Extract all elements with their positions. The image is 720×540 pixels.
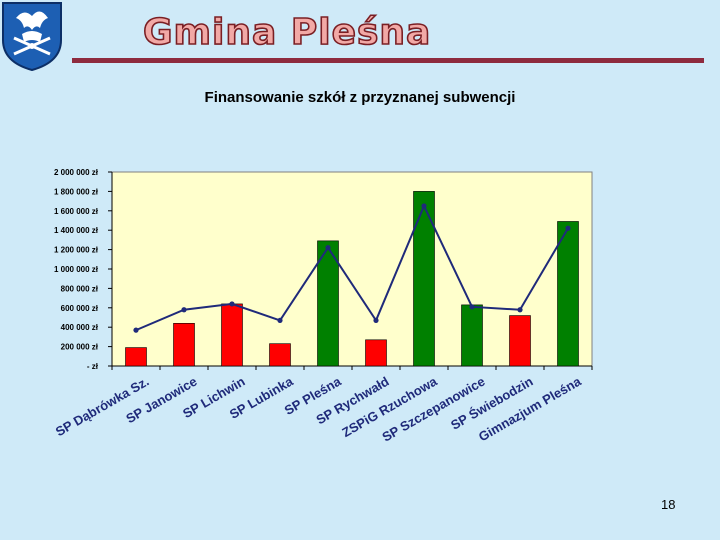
line-point <box>277 317 283 324</box>
bar <box>173 323 195 367</box>
y-tick-label: 200 000 zł <box>61 343 99 352</box>
series-line <box>135 203 569 332</box>
coat-of-arms-icon <box>2 2 62 72</box>
line-point <box>373 317 379 324</box>
line-point <box>517 307 523 313</box>
bar <box>461 304 483 367</box>
y-tick-label: 1 200 000 zł <box>54 246 99 255</box>
line-point <box>325 245 331 251</box>
y-tick-label: 1 800 000 zł <box>54 187 99 196</box>
y-tick-label: 400 000 zł <box>61 323 99 332</box>
y-tick-label: 1 400 000 zł <box>54 226 99 235</box>
y-tick-label: 1 600 000 zł <box>54 207 99 216</box>
y-tick-label: - zł <box>87 362 99 371</box>
bar <box>125 347 147 367</box>
bar <box>557 221 579 367</box>
bar <box>365 339 387 367</box>
bar <box>413 191 435 367</box>
y-tick-label: 2 000 000 zł <box>54 168 99 177</box>
y-tick-label: 1 000 000 zł <box>54 265 99 274</box>
line-point <box>229 301 235 307</box>
bar <box>221 303 243 367</box>
brand-title: Gmina Pleśna <box>142 11 432 54</box>
line-point <box>421 203 427 209</box>
header-divider <box>72 58 704 63</box>
bar <box>509 315 531 367</box>
y-tick-label: 600 000 zł <box>61 304 99 313</box>
line-point <box>181 307 187 313</box>
bar <box>269 343 291 367</box>
line-point <box>565 225 571 231</box>
y-tick-label: 800 000 zł <box>61 284 99 293</box>
chart-title: Finansowanie szkół z przyznanej subwencj… <box>204 89 516 106</box>
bar <box>317 240 339 367</box>
line-point <box>133 327 139 333</box>
page-number: 18 <box>661 497 676 512</box>
line-point <box>469 304 475 310</box>
